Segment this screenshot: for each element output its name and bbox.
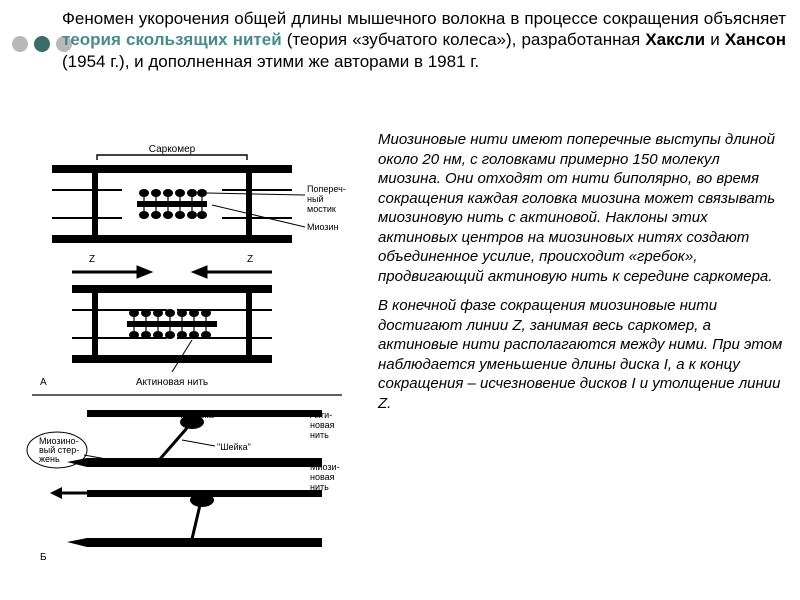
crossbridge-2 xyxy=(50,487,322,547)
body-p1: Миозиновые нити имеют поперечные выступы… xyxy=(378,130,786,286)
label-actin-3: нить xyxy=(310,430,329,440)
label-actin-filament: Актиновая нить xyxy=(136,377,208,388)
label-myo-2: новая xyxy=(310,472,335,482)
bullet-1 xyxy=(12,36,28,52)
label-z-left: Z xyxy=(89,254,95,265)
body-p2: В конечной фазе сокращения миозиновые ни… xyxy=(378,296,786,413)
header-huxley: Хаксли xyxy=(645,30,705,49)
label-bridge-3: мостик xyxy=(307,204,336,214)
label-bridge-2: ный xyxy=(307,194,323,204)
label-head: "Головка" xyxy=(177,410,217,420)
label-myo-1: Миози- xyxy=(310,462,340,472)
label-sarcomere: Саркомер xyxy=(149,144,196,155)
label-a: А xyxy=(40,377,47,388)
label-z-right: Z xyxy=(247,254,253,265)
header-pre: Феномен укорочения общей длины мышечного… xyxy=(62,9,786,28)
label-actin-1: Акти- xyxy=(310,410,332,420)
label-myosin: Миозин xyxy=(307,222,339,232)
label-bridge-1: Попереч- xyxy=(307,184,346,194)
label-b: Б xyxy=(40,552,47,563)
header-mid1: (теория «зубчатого колеса»), разработанн… xyxy=(282,30,646,49)
header-paragraph: Феномен укорочения общей длины мышечного… xyxy=(62,8,786,72)
body-column: Миозиновые нити имеют поперечные выступы… xyxy=(378,130,786,413)
bullet-2 xyxy=(34,36,50,52)
svg-text:жень: жень xyxy=(39,454,60,464)
sarcomere-relaxed xyxy=(52,165,292,243)
header-and: и xyxy=(705,30,725,49)
header-hanson: Хансон xyxy=(725,30,786,49)
label-rod: Миозино- вый стер- жень xyxy=(27,432,87,468)
header-theory: теория скользящих нитей xyxy=(62,30,282,49)
label-actin-2: новая xyxy=(310,420,335,430)
header-mid2: (1954 г.), и дополненная этими же автора… xyxy=(62,52,479,71)
sarcomere-contracted xyxy=(72,285,272,363)
sarcomere-diagram: Саркомер xyxy=(22,140,362,580)
label-neck: "Шейка" xyxy=(217,442,251,452)
